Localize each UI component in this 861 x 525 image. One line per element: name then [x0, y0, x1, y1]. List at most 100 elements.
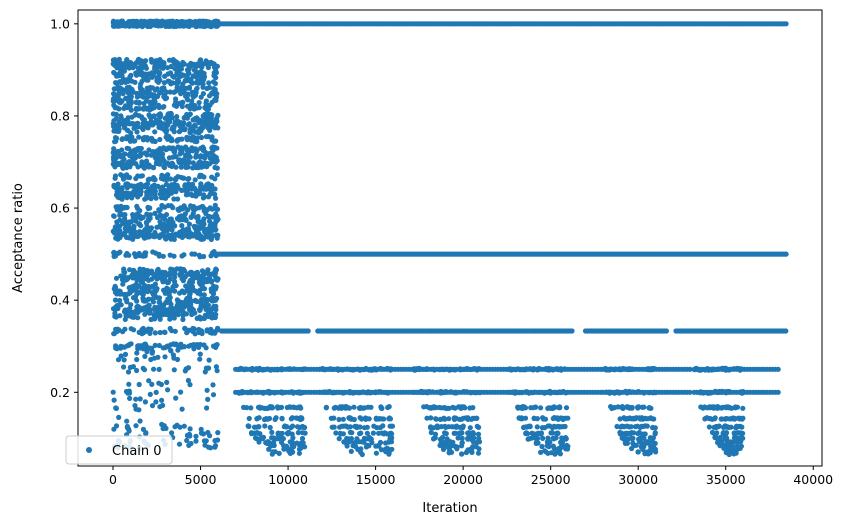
data-point: [130, 236, 136, 242]
data-point: [213, 303, 219, 309]
data-point: [174, 356, 181, 363]
data-point: [135, 57, 141, 63]
data-point: [156, 102, 162, 108]
data-points: [110, 18, 789, 458]
data-point: [137, 418, 143, 424]
data-point: [642, 431, 648, 437]
data-point: [267, 424, 273, 431]
data-point: [476, 446, 482, 452]
data-point: [269, 451, 275, 457]
data-point: [171, 282, 177, 288]
data-point: [378, 404, 384, 410]
data-point: [351, 404, 357, 410]
data-point: [213, 75, 219, 81]
data-point: [133, 253, 139, 260]
data-point: [192, 251, 198, 257]
data-point: [175, 347, 181, 353]
data-point: [168, 115, 174, 121]
data-point: [549, 424, 556, 431]
data-point: [178, 66, 185, 72]
data-point: [138, 223, 144, 229]
data-point: [476, 439, 483, 445]
data-point: [118, 172, 124, 178]
data-point: [172, 147, 178, 153]
data-point: [115, 357, 122, 363]
data-point: [135, 173, 141, 179]
data-point: [188, 231, 194, 237]
data-point: [194, 269, 200, 275]
data-point: [126, 104, 132, 110]
data-point: [133, 153, 139, 159]
data-point: [116, 56, 122, 63]
data-point: [209, 225, 215, 231]
data-point: [357, 415, 363, 421]
data-point: [188, 21, 194, 27]
data-point: [183, 311, 189, 317]
data-point: [184, 432, 190, 439]
data-point: [117, 291, 123, 297]
data-point: [204, 207, 210, 213]
data-point: [176, 441, 183, 447]
data-point: [143, 58, 149, 64]
data-point: [156, 251, 162, 257]
data-point: [143, 120, 149, 126]
data-point: [177, 123, 183, 129]
data-point: [625, 415, 631, 421]
data-point: [124, 418, 130, 424]
data-point: [154, 268, 160, 274]
data-point: [132, 79, 138, 85]
data-point: [267, 404, 273, 410]
data-point: [428, 415, 434, 421]
data-point: [181, 290, 187, 296]
data-point: [442, 423, 448, 429]
data-point: [188, 342, 194, 348]
data-point: [152, 66, 158, 72]
data-point: [195, 161, 202, 167]
data-point: [152, 129, 158, 135]
data-point: [162, 96, 168, 102]
data-point: [115, 181, 121, 187]
data-point: [135, 164, 141, 170]
data-point: [381, 416, 387, 422]
data-point: [130, 148, 136, 154]
data-point: [421, 404, 427, 410]
data-point: [154, 93, 161, 100]
data-point: [205, 111, 211, 117]
data-point: [119, 147, 125, 153]
data-point: [717, 405, 723, 411]
data-point: [179, 62, 186, 68]
data-point: [565, 415, 571, 421]
data-point: [352, 423, 358, 429]
data-point: [460, 415, 466, 421]
data-point: [142, 282, 148, 289]
data-point: [196, 105, 202, 111]
data-point: [530, 405, 536, 411]
data-point: [122, 351, 129, 357]
data-point: [540, 415, 546, 421]
data-point: [213, 211, 219, 217]
data-point: [126, 342, 132, 348]
data-point: [157, 219, 163, 225]
data-point: [120, 281, 126, 287]
data-point: [206, 116, 212, 122]
data-point: [140, 22, 146, 28]
data-point: [207, 161, 213, 167]
data-point: [165, 122, 171, 128]
data-point: [165, 176, 171, 182]
data-point: [139, 253, 145, 259]
data-point: [180, 81, 186, 87]
data-point: [179, 223, 185, 229]
data-point: [185, 92, 191, 98]
data-point: [125, 120, 131, 126]
data-point: [110, 389, 116, 395]
data-point: [195, 78, 201, 84]
data-point: [193, 438, 199, 444]
data-point: [331, 405, 337, 411]
data-point: [202, 228, 208, 234]
data-point: [152, 285, 158, 292]
data-point: [269, 435, 275, 441]
data-point: [165, 286, 171, 292]
data-point: [127, 88, 133, 94]
data-point: [168, 347, 174, 353]
data-point: [135, 120, 141, 126]
